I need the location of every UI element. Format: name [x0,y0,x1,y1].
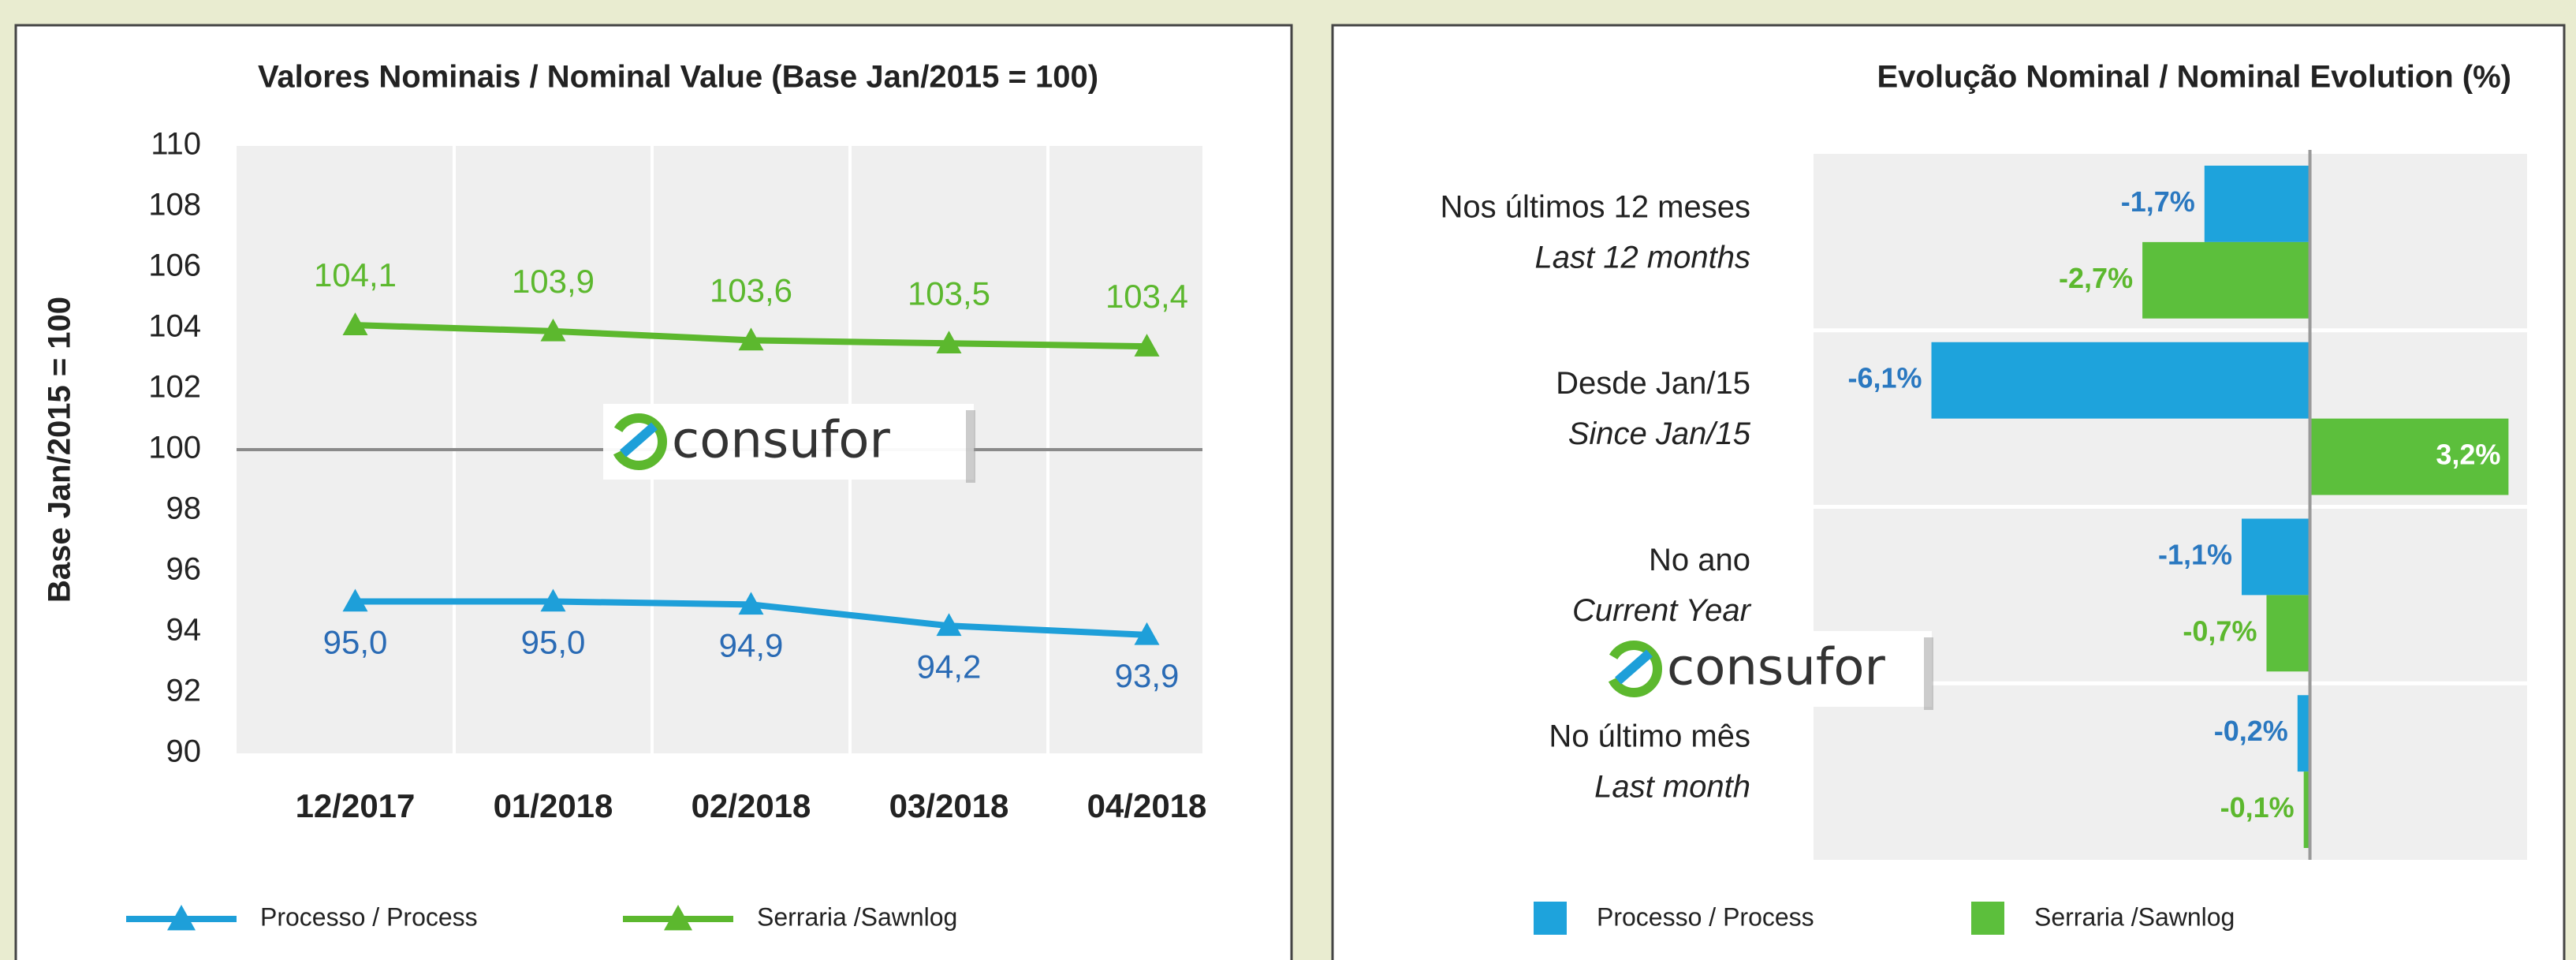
chart-title: Evolução Nominal / Nominal Evolution (%) [1877,60,2511,95]
watermark-shadow [966,410,975,483]
bar [2266,595,2310,672]
marker [342,312,368,335]
data-label: 95,0 [521,624,586,661]
data-label: -0,7% [2183,614,2257,647]
watermark-icon [620,422,658,458]
data-label: 104,1 [314,256,397,293]
category-translation: Current Year [1572,593,1752,628]
data-label: -1,1% [2158,538,2232,570]
watermark-icon [610,413,667,470]
marker [540,318,566,342]
watermark-text: consufor [1667,639,1886,697]
x-tick-label: 03/2018 [889,787,1009,824]
data-label: 103,4 [1105,278,1188,315]
marker [540,588,566,612]
chart-title: Valores Nominais / Nominal Value (Base J… [258,60,1098,95]
legend-label: Processo / Process [1597,902,1814,931]
bar [1931,342,2310,419]
marker [342,588,368,612]
watermark-text: consufor [672,412,891,470]
y-tick-label: 108 [148,188,201,222]
data-label: 95,0 [323,624,388,661]
y-tick-label: 96 [166,552,202,587]
data-label: 93,9 [1115,657,1180,694]
bar [2303,771,2310,848]
watermark-icon [1615,649,1653,685]
marker [936,331,962,354]
y-tick-label: 106 [148,248,201,283]
data-label: -1,7% [2121,185,2195,218]
y-axis-label: Base Jan/2015 = 100 [43,297,77,603]
watermark-icon [1605,641,1662,697]
data-label: 103,5 [908,275,990,312]
bar [2297,695,2310,772]
marker [738,327,764,351]
legend-label: Processo / Process [260,902,478,931]
category-label: No último mês [1549,719,1750,754]
marker [1134,622,1160,645]
data-label: -6,1% [1847,362,1922,394]
legend-swatch [1534,902,1567,935]
data-label: -0,2% [2214,715,2288,747]
data-label: 94,2 [917,648,982,685]
marker [1134,334,1160,357]
category-translation: Since Jan/15 [1568,416,1751,451]
legend-swatch [1971,902,2004,935]
y-tick-label: 90 [166,734,202,769]
data-label: -2,7% [2059,262,2133,294]
legend-label: Serraria /Sawnlog [2034,902,2235,931]
data-label: -0,1% [2220,791,2295,824]
data-label: 103,6 [710,271,792,308]
category-label: No ano [1649,543,1750,577]
data-label: 3,2% [2436,439,2500,471]
bar [2142,241,2310,319]
y-tick-label: 92 [166,674,202,708]
watermark-shadow [1924,637,1933,710]
category-label: Nos últimos 12 meses [1441,189,1750,224]
y-tick-label: 100 [148,431,201,465]
bar [2204,166,2310,242]
legend-marker [167,905,196,931]
watermark: consufor [1601,631,1933,710]
watermark: consufor [603,404,975,483]
bar [2242,518,2310,596]
legend-label: Serraria /Sawnlog [757,902,957,931]
legend-marker [664,905,692,931]
bar [2309,418,2509,495]
y-tick-label: 94 [166,613,202,648]
data-label: 94,9 [719,626,784,663]
data-label: 103,9 [512,263,595,300]
x-tick-label: 04/2018 [1087,787,1207,824]
marker [738,592,764,615]
y-tick-label: 110 [151,127,201,162]
x-tick-label: 02/2018 [692,787,811,824]
y-tick-label: 98 [166,491,202,526]
y-tick-label: 102 [148,370,201,405]
marker [936,613,962,637]
category-label: Desde Jan/15 [1556,366,1750,401]
category-translation: Last 12 months [1535,240,1751,275]
x-tick-label: 12/2017 [296,787,416,824]
y-tick-label: 104 [148,309,201,344]
x-tick-label: 01/2018 [494,787,613,824]
category-translation: Last month [1594,770,1750,805]
